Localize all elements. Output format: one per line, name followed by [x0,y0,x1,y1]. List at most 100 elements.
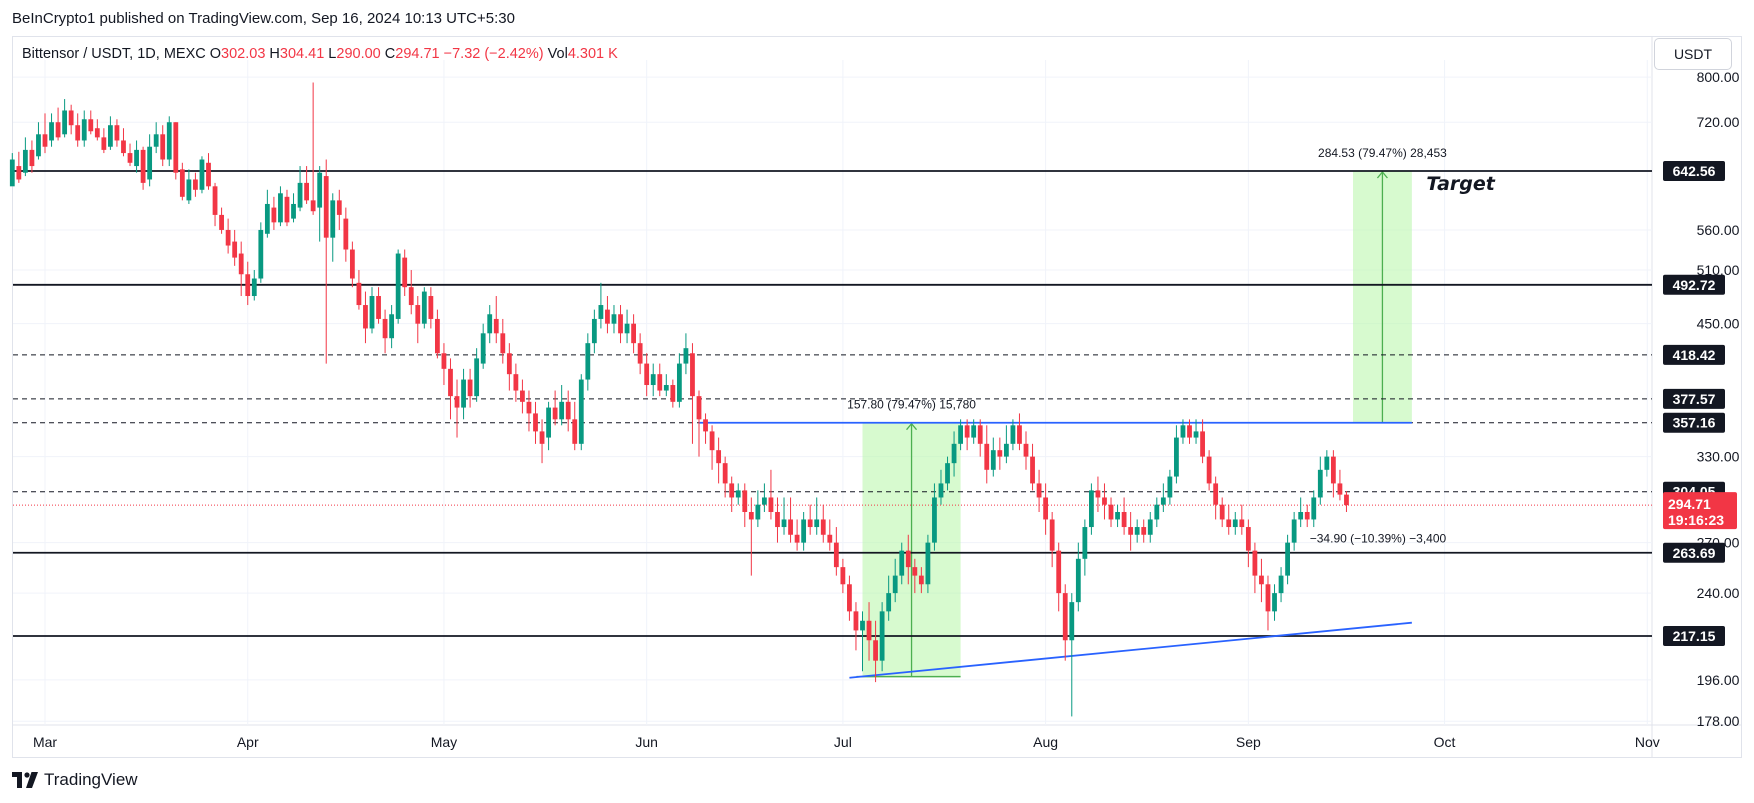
candle-body [395,253,401,319]
level-tag [1663,412,1725,433]
candle-body [1003,443,1009,457]
candle-body [448,368,453,397]
candle-body [533,413,538,432]
price-tick-label: 560.00 [1697,222,1740,238]
chart-frame [12,36,1742,758]
candle-body [1219,504,1225,520]
candle-body [349,249,355,279]
level-tag [1663,388,1725,409]
candle-body [1232,519,1238,528]
candle-body [474,358,480,397]
price-axis[interactable]: 800.00720.00560.00510.00450.00330.00270.… [1663,69,1740,729]
measure-label: 284.53 (79.47%) 28,453 [1318,146,1447,160]
candle-body [572,419,578,444]
candle-body [1311,497,1317,520]
candle-body [1095,490,1101,498]
candle-body [1330,456,1336,484]
candle-body [212,186,218,215]
candle-body [382,318,388,339]
candle-body [703,419,708,432]
candle-body [520,390,525,402]
legend-symbol[interactable]: Bittensor / USDT, 1D, MEXC [22,46,206,62]
candle-body [428,296,434,319]
candle-body [284,196,290,223]
price-tick-label: 800.00 [1697,69,1740,85]
candle-body [22,149,28,173]
candle-body [853,611,859,631]
candle-body [1239,519,1245,528]
candle-body [977,425,983,444]
candle-body [729,483,735,498]
candle-body [1317,469,1323,498]
level-tag [1663,542,1725,563]
candle-body [506,353,512,375]
candle-body [990,450,996,470]
candle-body [1023,443,1029,457]
candle-body [827,534,833,543]
candle-body [206,162,211,187]
candle-body [624,323,630,334]
candle-body [1056,550,1062,594]
candle-body [637,343,643,364]
time-tick-label: Sep [1236,734,1261,750]
candle-body [565,401,571,420]
candle-body [173,122,179,173]
candle-body [905,550,911,568]
currency-button[interactable]: USDT [1654,38,1732,70]
candle-body [291,203,296,219]
candle-body [1049,519,1055,551]
candle-body [415,305,421,324]
candle-body [153,134,159,147]
time-tick-label: Oct [1434,734,1456,750]
legend-volume-label: Vol [547,46,568,62]
trendlines [699,421,1412,679]
level-tag-label: 377.57 [1673,391,1716,407]
candle-body [1180,425,1186,438]
legend-high-label: H [269,46,280,62]
candle-body [807,519,813,528]
candle-body [1304,512,1310,520]
candle-body [1160,497,1166,505]
candle-body [539,431,545,444]
candle-body [421,291,427,324]
candle-body [36,134,41,157]
publisher-line: BeInCrypto1 published on TradingView.com… [12,10,515,27]
candle-body [591,318,597,344]
candle-body [1147,519,1153,535]
candle-body [121,140,126,154]
time-tick-label: Jul [834,734,852,750]
time-tick-label: May [431,734,457,750]
candle-body [435,318,440,354]
candle-body [160,134,166,160]
candle-body [1206,456,1212,484]
candle-body [1272,593,1277,612]
candle-body [1089,490,1094,528]
legend-open: 302.03 [221,46,266,62]
candle-body [75,125,81,141]
candle-body [1017,425,1022,444]
candle-body [762,497,767,505]
candle-body [892,575,898,594]
price-tick-label: 240.00 [1697,585,1740,601]
candle-body [336,200,342,215]
candle-body [219,214,224,230]
price-tick-label: 510.00 [1697,262,1740,278]
candle-body [1134,527,1140,535]
candle-body [559,401,565,420]
candle-body [938,483,944,498]
candle-body [945,463,950,484]
candle-body [323,176,329,238]
level-tag-label: 642.56 [1673,163,1716,179]
candle-body [363,305,368,329]
candle-body [650,374,656,386]
candle-body [1193,431,1199,438]
time-axis[interactable]: Mar Apr May Jun Jul Aug Sep Oct Nov [33,734,1660,750]
candle-body [1115,512,1120,520]
tradingview-logo[interactable]: TradingView [12,770,138,790]
candle-body [742,490,748,513]
legend-change: −7.32 (−2.42%) [443,46,544,62]
level-tag-label: 217.15 [1673,628,1716,644]
candle-body [140,149,146,183]
legend-low-label: L [328,46,337,62]
